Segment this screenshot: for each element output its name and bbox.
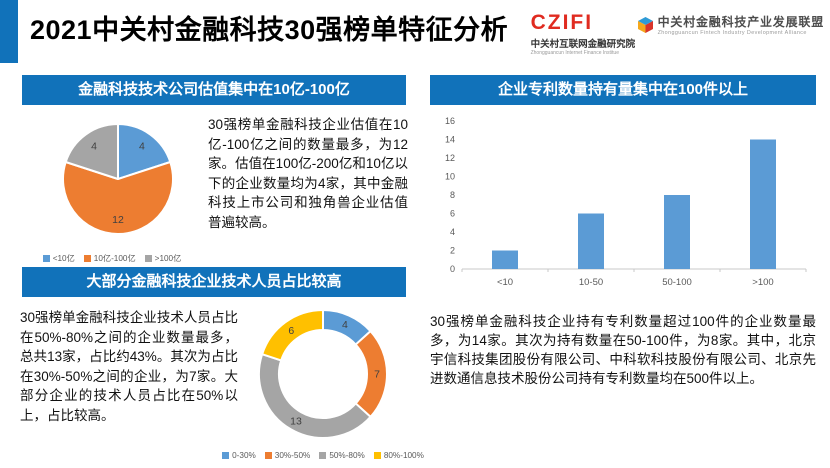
legend-swatch [42, 254, 50, 262]
legend-swatch [144, 254, 152, 262]
alliance-logo: 中关村金融科技产业发展联盟 Zhongguancun Fintech Indus… [637, 12, 824, 39]
legend-item: 30%-50% [264, 451, 311, 460]
svg-text:12: 12 [112, 214, 124, 226]
alliance-cube-icon [637, 16, 654, 39]
legend-item: >100亿 [144, 252, 182, 264]
svg-text:10: 10 [445, 172, 455, 182]
logo-group: CZIFI 中关村互联网金融研究院 Zhongguancun Internet … [530, 11, 824, 57]
legend-label: 80%-100% [383, 451, 424, 460]
legend-swatch [83, 254, 91, 262]
svg-text:<10: <10 [497, 277, 513, 288]
legend-label: 50%-80% [329, 451, 365, 460]
header: 2021中关村金融科技30强榜单特征分析 CZIFI 中关村互联网金融研究院 Z… [0, 0, 830, 66]
legend-swatch [222, 452, 230, 459]
svg-text:7: 7 [374, 369, 380, 381]
valuation-body-text: 30强榜单金融科技企业估值在10亿-100亿之间的数量最多，为12家。估值在10… [208, 117, 408, 230]
legend-label: 10亿-100亿 [93, 254, 136, 263]
alliance-name-cn: 中关村金融科技产业发展联盟 [657, 15, 824, 29]
legend-label: 0-30% [232, 451, 256, 460]
patents-body-text: 30强榜单金融科技企业持有专利数量超过100件的企业数量最多，为14家。其次为持… [430, 314, 816, 386]
tech-staff-section: 30强榜单金融科技企业技术人员占比在50%-80%之间的企业数量最多，总共13家… [20, 300, 424, 460]
institute-name-cn: 中关村互联网金融研究院 [530, 39, 636, 50]
chart-legend: <10亿 10亿-100亿 >100亿 [20, 252, 204, 264]
tech-staff-donut-chart: 4 7 13 6 0-30% 30%-50% 50%-80% 80%-100% [222, 304, 424, 460]
patents-bar-chart: 0 2 4 6 8 10 12 14 16 <10 10-50 50-100 >100 [428, 109, 818, 302]
legend-item: 80%-100% [373, 451, 424, 460]
legend-swatch [264, 452, 272, 459]
svg-text:>100: >100 [752, 277, 773, 288]
right-column: 企业专利数量持有量集中在100件以上 0 2 4 6 8 10 12 14 16 <10 10-50… [428, 75, 818, 460]
valuation-pie-chart: 4 12 4 <10亿 10亿-100亿 >100亿 [20, 107, 204, 267]
svg-text:4: 4 [91, 141, 97, 153]
section-title-patents: 企业专利数量持有量集中在100件以上 [430, 75, 816, 105]
svg-text:12: 12 [445, 153, 455, 163]
left-column: 金融科技技术公司估值集中在10亿-100亿 4 12 4 <10亿 10亿-100亿 >1… [20, 75, 424, 460]
section-title-tech-staff: 大部分金融科技企业技术人员占比较高 [22, 267, 406, 297]
legend-item: 50%-80% [319, 451, 365, 460]
page-title: 2021中关村金融科技30强榜单特征分析 [30, 15, 509, 45]
institute-name-en: Zhongguancun Internet Finance Institue [530, 50, 619, 56]
svg-text:13: 13 [290, 415, 302, 427]
legend-swatch [373, 452, 381, 459]
legend-item: 10亿-100亿 [83, 252, 136, 264]
svg-text:50-100: 50-100 [662, 277, 692, 288]
svg-text:4: 4 [450, 227, 455, 237]
chart-legend: 0-30% 30%-50% 50%-80% 80%-100% [222, 451, 424, 460]
czifi-wordmark: CZIFI [530, 11, 594, 34]
legend-label: 30%-50% [274, 451, 311, 460]
svg-text:4: 4 [139, 141, 145, 153]
svg-text:2: 2 [450, 246, 455, 256]
legend-item: <10亿 [42, 252, 75, 264]
legend-label: >100亿 [154, 254, 182, 263]
tech-staff-body-text: 30强榜单金融科技企业技术人员占比在50%-80%之间的企业数量最多，总共13家… [20, 310, 238, 423]
svg-text:4: 4 [342, 319, 348, 331]
legend-item: 0-30% [222, 451, 256, 460]
svg-text:6: 6 [450, 209, 455, 219]
legend-label: <10亿 [52, 254, 75, 263]
svg-text:16: 16 [445, 116, 455, 126]
header-accent-bar [0, 0, 18, 63]
section-title-valuation: 金融科技技术公司估值集中在10亿-100亿 [22, 75, 406, 105]
svg-text:0: 0 [450, 264, 455, 274]
czifi-logo: CZIFI 中关村互联网金融研究院 Zhongguancun Internet … [530, 11, 636, 57]
svg-text:8: 8 [450, 190, 455, 200]
alliance-name-en: Zhongguancun Fintech Industry Developmen… [657, 30, 807, 36]
main-content: 金融科技技术公司估值集中在10亿-100亿 4 12 4 <10亿 10亿-100亿 >1… [0, 66, 830, 460]
svg-text:10-50: 10-50 [579, 277, 603, 288]
svg-text:6: 6 [288, 325, 294, 337]
legend-swatch [319, 452, 327, 459]
svg-text:14: 14 [445, 135, 455, 145]
valuation-section: 4 12 4 <10亿 10亿-100亿 >100亿 30强榜单金融科技企业估值在10亿-… [20, 107, 408, 267]
